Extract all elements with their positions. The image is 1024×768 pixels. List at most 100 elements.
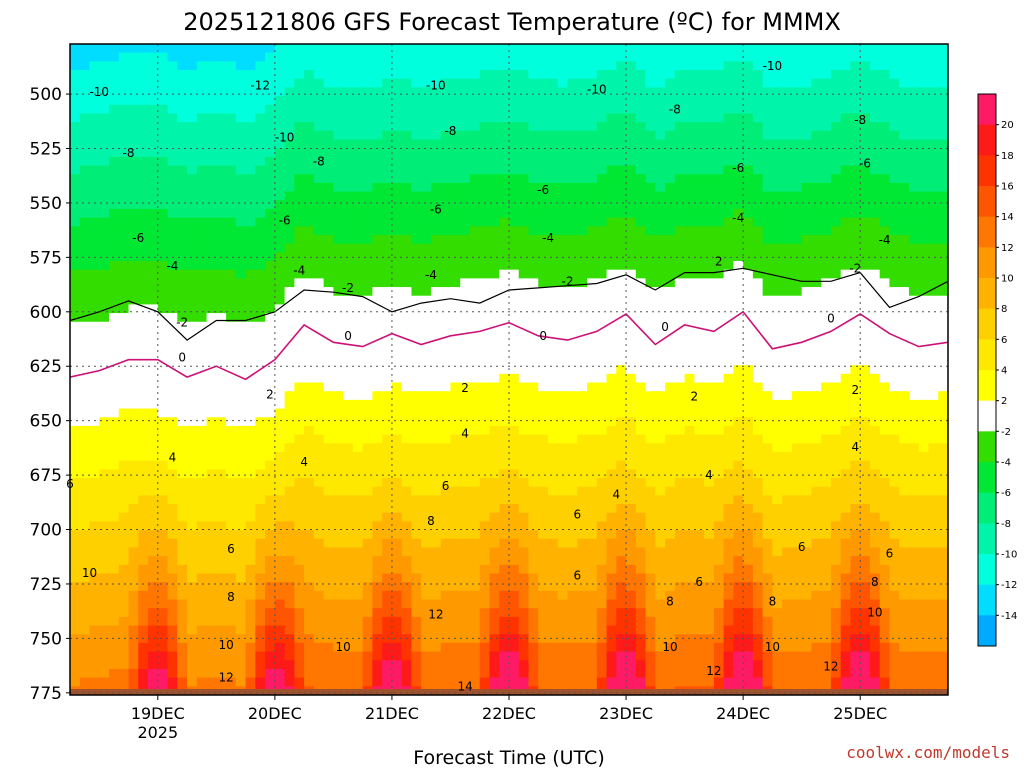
heatmap-cell bbox=[421, 469, 432, 479]
heatmap-cell bbox=[79, 87, 91, 97]
heatmap-cell bbox=[469, 451, 481, 462]
heatmap-cell bbox=[313, 530, 325, 540]
heatmap-cell bbox=[479, 113, 491, 123]
heatmap-cell bbox=[177, 208, 188, 219]
heatmap-cell bbox=[89, 677, 100, 687]
heatmap-cell bbox=[333, 556, 344, 566]
heatmap-cell bbox=[577, 70, 588, 80]
heatmap-cell bbox=[89, 70, 100, 80]
heatmap-cell bbox=[294, 70, 305, 80]
heatmap-cell bbox=[450, 443, 461, 453]
heatmap-cell bbox=[440, 104, 452, 115]
heatmap-cell bbox=[255, 399, 266, 410]
heatmap-cell bbox=[118, 278, 130, 288]
heatmap-cell bbox=[177, 677, 188, 687]
heatmap-cell bbox=[99, 391, 110, 401]
heatmap-cell bbox=[645, 382, 656, 392]
heatmap-cell bbox=[479, 408, 491, 418]
heatmap-cell bbox=[518, 191, 530, 201]
heatmap-cell bbox=[109, 52, 120, 62]
heatmap-cell bbox=[489, 113, 500, 123]
heatmap-cell bbox=[245, 148, 256, 158]
heatmap-cell bbox=[713, 243, 725, 253]
heatmap-cell bbox=[587, 78, 598, 88]
heatmap-cell bbox=[421, 313, 432, 323]
heatmap-cell bbox=[206, 87, 217, 97]
heatmap-cell bbox=[499, 564, 510, 575]
heatmap-cell bbox=[391, 182, 403, 193]
heatmap-cell bbox=[469, 313, 481, 323]
heatmap-cell bbox=[89, 148, 100, 158]
heatmap-cell bbox=[157, 504, 169, 514]
heatmap-cell bbox=[294, 156, 305, 167]
heatmap-cell bbox=[674, 538, 686, 549]
heatmap-cell bbox=[391, 391, 403, 401]
heatmap-cell bbox=[284, 408, 295, 418]
heatmap-cell bbox=[567, 174, 578, 184]
heatmap-cell bbox=[343, 269, 354, 279]
heatmap-cell bbox=[216, 113, 227, 123]
heatmap-cell bbox=[596, 191, 608, 201]
heatmap-cell bbox=[148, 44, 159, 54]
heatmap-cell bbox=[430, 148, 442, 158]
heatmap-cell bbox=[528, 347, 539, 358]
heatmap-cell bbox=[235, 434, 247, 444]
heatmap-cell bbox=[343, 469, 354, 479]
heatmap-cell bbox=[596, 547, 608, 557]
heatmap-cell bbox=[89, 608, 100, 618]
heatmap-cell bbox=[674, 478, 686, 488]
heatmap-cell bbox=[548, 70, 559, 80]
heatmap-cell bbox=[382, 590, 393, 601]
heatmap-cell bbox=[89, 226, 100, 236]
heatmap-cell bbox=[187, 538, 198, 549]
heatmap-cell bbox=[557, 321, 569, 332]
heatmap-cell bbox=[469, 434, 481, 444]
heatmap-cell bbox=[460, 113, 471, 123]
heatmap-cell bbox=[655, 443, 666, 453]
heatmap-cell bbox=[79, 512, 91, 522]
heatmap-cell bbox=[567, 243, 578, 253]
heatmap-cell bbox=[479, 460, 491, 470]
heatmap-cell bbox=[138, 70, 149, 80]
heatmap-cell bbox=[401, 130, 413, 141]
heatmap-cell bbox=[557, 78, 569, 88]
heatmap-cell bbox=[401, 182, 413, 193]
heatmap-cell bbox=[635, 226, 647, 236]
heatmap-cell bbox=[460, 382, 471, 392]
heatmap-cell bbox=[674, 113, 686, 123]
heatmap-cell bbox=[509, 590, 520, 601]
heatmap-cell bbox=[421, 200, 432, 210]
heatmap-cell bbox=[528, 217, 539, 227]
heatmap-cell bbox=[167, 399, 178, 410]
heatmap-cell bbox=[187, 96, 198, 106]
heatmap-cell bbox=[187, 608, 198, 618]
heatmap-cell bbox=[382, 434, 393, 444]
heatmap-cell bbox=[362, 382, 374, 392]
heatmap-cell bbox=[694, 269, 705, 279]
heatmap-cell bbox=[167, 139, 178, 149]
heatmap-cell bbox=[167, 217, 178, 227]
heatmap-cell bbox=[674, 486, 686, 496]
heatmap-cell bbox=[645, 243, 656, 253]
heatmap-cell bbox=[128, 295, 139, 305]
heatmap-cell bbox=[226, 226, 237, 236]
heatmap-cell bbox=[323, 122, 334, 132]
heatmap-cell bbox=[294, 434, 305, 444]
heatmap-cell bbox=[109, 538, 120, 549]
heatmap-cell bbox=[479, 52, 491, 62]
heatmap-cell bbox=[548, 399, 559, 410]
heatmap-cell bbox=[684, 234, 695, 245]
heatmap-cell bbox=[606, 486, 617, 496]
heatmap-cell bbox=[518, 582, 530, 592]
heatmap-cell bbox=[343, 261, 354, 271]
heatmap-cell bbox=[391, 200, 403, 210]
heatmap-cell bbox=[99, 469, 110, 479]
heatmap-cell bbox=[538, 96, 549, 106]
heatmap-cell bbox=[304, 460, 315, 470]
heatmap-cell bbox=[665, 469, 676, 479]
heatmap-cell bbox=[352, 616, 364, 627]
heatmap-cell bbox=[548, 174, 559, 184]
heatmap-cell bbox=[411, 70, 422, 80]
heatmap-cell bbox=[469, 200, 481, 210]
heatmap-cell bbox=[645, 660, 656, 670]
